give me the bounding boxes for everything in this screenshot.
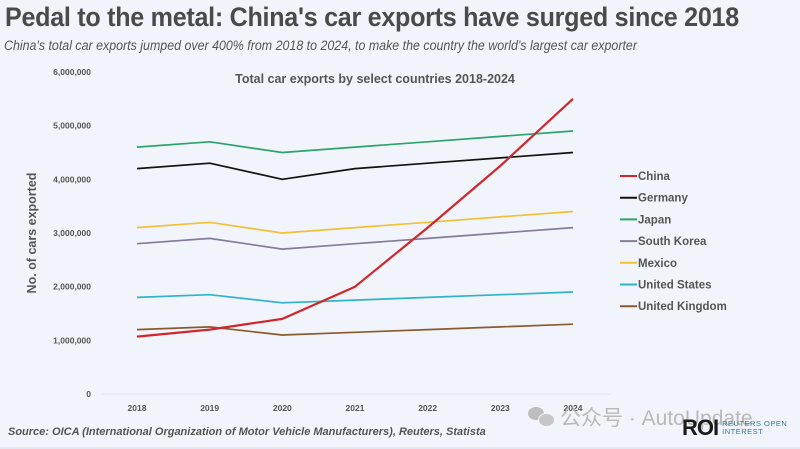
roi-logo-text: REUTERS OPEN INTEREST (722, 420, 787, 436)
watermark-text: 公众号 · AutoUpdate (560, 407, 753, 430)
legend-label: United States (638, 280, 712, 292)
legend-label: Germany (638, 193, 688, 205)
x-tick-label: 2022 (418, 403, 437, 413)
x-tick-label: 2020 (273, 403, 292, 413)
legend-label: Japan (638, 214, 671, 226)
legend-label: South Korea (638, 236, 707, 248)
y-tick-label: 0 (86, 389, 91, 399)
legend-label: United Kingdom (638, 301, 727, 313)
series-lines (136, 97, 574, 338)
y-axis: 0 1,000,000 2,000,000 3,000,000 4,000,000 5,0… (53, 67, 91, 399)
y-tick-label: 1,000,000 (53, 335, 91, 345)
legend-item: United Kingdom (620, 301, 727, 313)
legend-label: China (638, 171, 671, 183)
legend-item: China (620, 171, 671, 183)
page-subtitle: China's total car exports jumped over 40… (4, 38, 637, 53)
legend: China Germany Japan South Korea Mexico United… (620, 171, 727, 313)
legend-item: Germany (620, 193, 688, 205)
y-tick-label: 2,000,000 (53, 282, 91, 292)
wechat-icon (528, 407, 555, 427)
series-line-germany (136, 151, 574, 181)
x-tick-label: 2021 (346, 403, 365, 413)
series-line-south-korea (136, 226, 574, 250)
legend-item: South Korea (620, 236, 707, 248)
legend-item: Mexico (620, 258, 677, 270)
page-title: Pedal to the metal: China's car exports … (5, 2, 739, 32)
y-tick-label: 3,000,000 (53, 228, 91, 238)
roi-logo-mark: ROI (682, 415, 719, 440)
legend-label: Mexico (638, 258, 677, 270)
source-note: Source: OICA (International Organization… (8, 426, 486, 438)
y-axis-label: No. of cars exported (25, 173, 39, 294)
legend-item: Japan (620, 214, 671, 226)
x-tick-label: 2024 (564, 403, 583, 413)
x-tick-label: 2019 (200, 403, 219, 413)
y-tick-label: 4,000,000 (53, 174, 91, 184)
series-line-japan (136, 130, 574, 154)
y-tick-label: 6,000,000 (53, 67, 91, 77)
legend-item: United States (620, 280, 712, 292)
x-tick-label: 2023 (491, 403, 510, 413)
roi-logo-line1: REUTERS OPEN (722, 419, 788, 428)
y-tick-label: 5,000,000 (53, 121, 91, 131)
series-line-united-states (136, 291, 574, 304)
series-line-mexico (136, 210, 574, 234)
watermark: 公众号 · AutoUpdate (528, 402, 753, 432)
roi-logo-line2: INTEREST (722, 427, 764, 436)
series-line-china (136, 97, 574, 338)
x-axis: 2018 2019 2020 2021 2022 2023 2024 (128, 403, 583, 413)
chart-title: Total car exports by select countries 20… (235, 72, 515, 86)
bottom-divider (0, 447, 800, 449)
x-tick-label: 2018 (128, 403, 147, 413)
roi-logo: ROI REUTERS OPEN INTEREST (682, 415, 787, 441)
series-line-united-kingdom (136, 323, 574, 336)
